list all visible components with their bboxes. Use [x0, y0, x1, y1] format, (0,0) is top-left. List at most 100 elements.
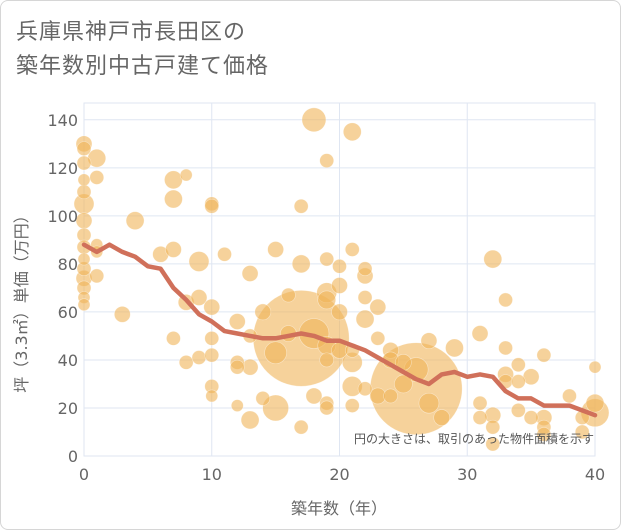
bubble-point: [76, 141, 92, 156]
bubble-point: [293, 419, 309, 435]
bubble-point: [433, 409, 451, 426]
bubble-point: [179, 168, 193, 182]
bubble-point: [319, 352, 335, 368]
bubble-point: [301, 107, 327, 133]
bubble-point: [319, 153, 335, 168]
y-axis-label: 坪（3.3㎡）単価（万円）: [12, 207, 31, 392]
bubble-point: [498, 292, 513, 308]
x-tick-label: 10: [202, 465, 222, 484]
bubble-point: [485, 419, 501, 435]
bubble-point: [483, 249, 503, 269]
x-tick-labels: 0 10 20 30 40: [79, 465, 605, 484]
bubble-point: [76, 184, 92, 200]
bubble-point: [445, 338, 464, 358]
y-tick-label: 0: [68, 447, 78, 466]
bubble-point: [114, 306, 131, 323]
chart-title: 兵庫県神戸市長田区の 築年数別中古戸建て価格: [16, 16, 269, 84]
bubble-point: [342, 122, 362, 142]
y-tick-label: 20: [58, 399, 78, 418]
bubble-point: [230, 359, 245, 375]
bubble-point: [511, 374, 526, 389]
bubble-point: [217, 246, 232, 262]
bubble-point: [511, 357, 526, 373]
y-tick-label: 60: [58, 303, 78, 322]
bubble-point: [418, 392, 440, 414]
y-tick-label: 80: [58, 255, 78, 274]
bubble-point: [76, 155, 92, 171]
bubble-point: [344, 398, 360, 413]
bubble-point: [574, 424, 590, 440]
bubble-point: [204, 198, 220, 214]
bubble-point: [357, 261, 373, 276]
bubble-point: [585, 393, 605, 413]
bubble-point: [331, 277, 348, 294]
bubble-point: [291, 254, 311, 274]
bubble-size-note: 円の大きさは、取引のあった物件面積を示す: [354, 431, 594, 446]
bubble-point: [536, 347, 552, 363]
bubble-point: [89, 170, 105, 185]
bubble-point: [191, 350, 207, 365]
bubble-point: [240, 410, 260, 430]
bubble-point: [355, 309, 375, 329]
bubble-point: [165, 241, 182, 258]
x-tick-label: 20: [329, 465, 349, 484]
bubble-point: [241, 265, 259, 282]
x-tick-label: 30: [457, 465, 477, 484]
bubble-point: [331, 303, 348, 321]
bubble-point: [190, 289, 208, 306]
bubble-point: [164, 170, 183, 190]
bubble-point: [344, 242, 360, 257]
bubbles: [73, 107, 610, 452]
bubble-point: [394, 374, 413, 394]
x-axis-label: 築年数（年）: [291, 499, 387, 518]
bubble-point: [77, 298, 91, 312]
bubble-point: [164, 189, 183, 209]
bubble-point: [523, 410, 539, 425]
bubble-point: [383, 388, 398, 404]
bubble-point: [420, 332, 438, 350]
bubble-point: [305, 387, 323, 405]
bubble-point: [281, 287, 296, 303]
bubble-point: [485, 436, 501, 452]
bubble-point: [125, 211, 145, 230]
chart-title-line-1: 兵庫県神戸市長田区の: [16, 20, 247, 45]
y-tick-labels: 0 20 40 60 80 100 120 140: [47, 111, 78, 466]
bubble-point: [319, 400, 335, 416]
bubble-point: [267, 241, 284, 258]
bubble-point: [588, 360, 602, 374]
bubble-point: [293, 198, 309, 214]
bubble-point: [536, 427, 552, 442]
bubble-point: [75, 212, 93, 229]
bubble-point: [317, 290, 337, 310]
bubble-point: [231, 399, 244, 412]
y-tick-label: 100: [47, 207, 78, 226]
x-tick-label: 40: [585, 465, 605, 484]
bubble-point: [188, 251, 210, 272]
bubble-point: [370, 331, 386, 346]
bubble-point: [229, 313, 246, 330]
y-tick-label: 40: [58, 351, 78, 370]
bubble-point: [203, 298, 221, 316]
chart-title-line-2: 築年数別中古戸建て価格: [16, 54, 270, 79]
bubble-point: [472, 395, 488, 411]
bubble-point: [319, 251, 335, 267]
trend-line: [81, 242, 598, 418]
bubble-point: [89, 268, 105, 284]
bubble-point: [205, 389, 219, 403]
bubble-point: [178, 355, 194, 370]
bubble-point: [77, 252, 91, 266]
bubble-point: [471, 325, 489, 342]
bubble-point: [204, 331, 220, 346]
bubble-point: [264, 341, 287, 365]
bubble-point: [498, 340, 513, 356]
bubble-point: [254, 303, 272, 321]
y-tick-label: 140: [47, 111, 78, 130]
bubble-point: [204, 347, 220, 363]
bubble-point: [77, 173, 91, 187]
bubble-point: [166, 331, 181, 346]
bubble-point: [255, 391, 271, 406]
trend-line-group: [81, 242, 598, 418]
bubble-point: [332, 258, 347, 274]
bubble-point: [562, 388, 577, 404]
